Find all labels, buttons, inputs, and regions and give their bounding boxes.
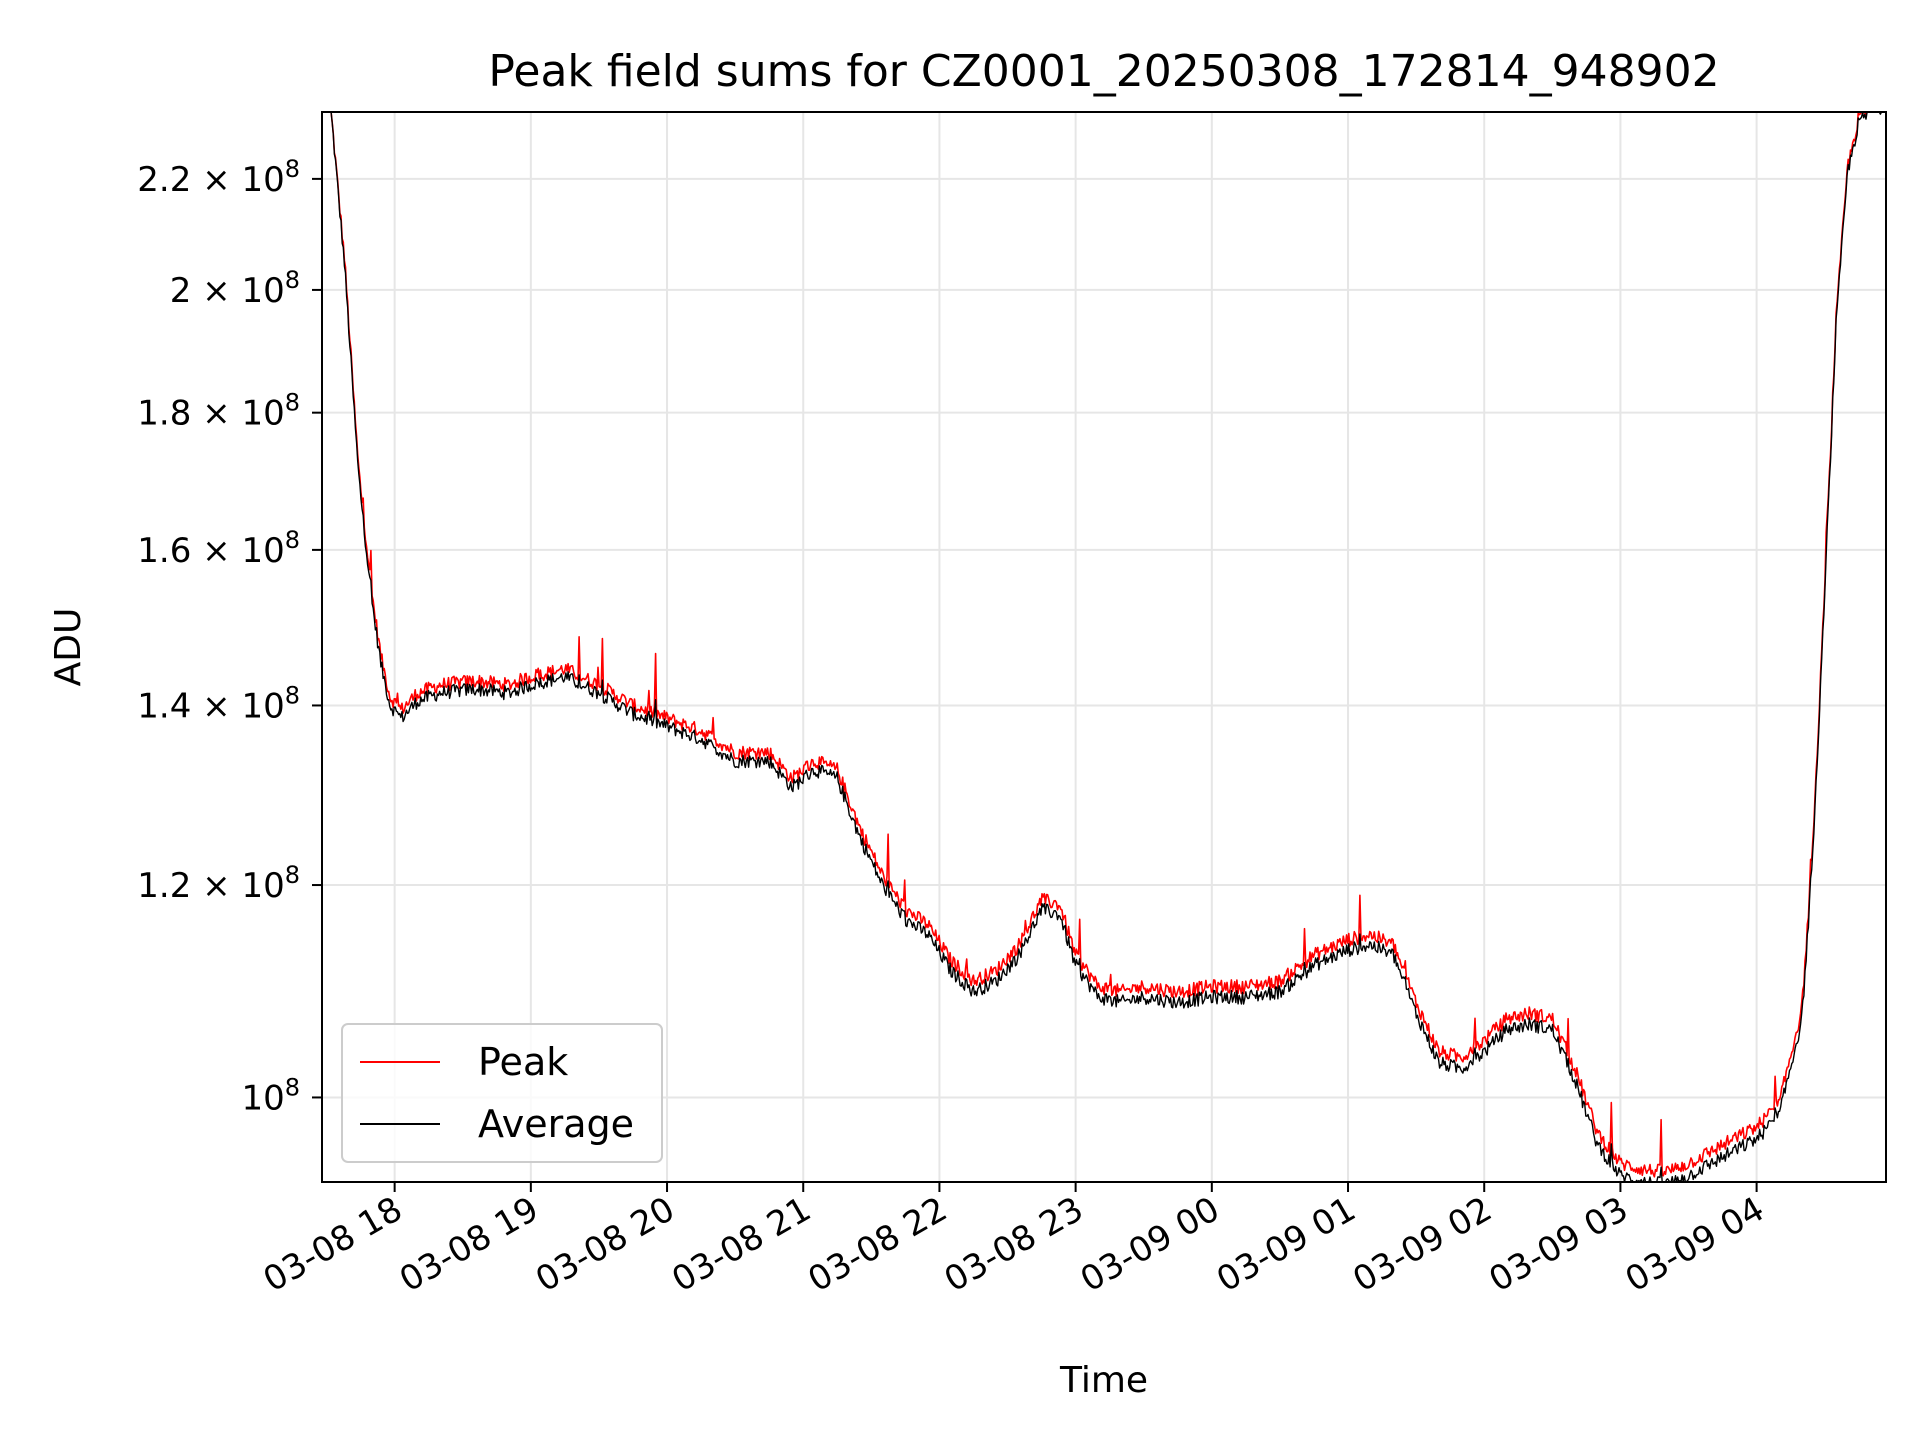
y-tick-label: 2.2 × 108	[137, 155, 300, 200]
grid	[322, 112, 1886, 1182]
y-tick-label: 108	[241, 1073, 300, 1118]
y-axis-title: ADU	[48, 608, 89, 687]
legend-box	[341, 1023, 663, 1163]
plot-series	[330, 111, 1883, 1183]
x-axis-title: Time	[1059, 1360, 1148, 1401]
y-tick-label: 1.4 × 108	[137, 681, 300, 726]
y-tick-label: 1.8 × 108	[137, 389, 300, 434]
plot-frame	[321, 111, 1887, 1183]
y-axis-ticks: 108 1.2 × 108 1.4 × 108 1.6 × 108 1.8 × 108 2…	[137, 155, 322, 1118]
legend: Peak Average	[341, 1023, 663, 1163]
legend-label-average: Average	[478, 1102, 634, 1146]
series-line-average	[330, 111, 1883, 1183]
series-line-peak	[330, 111, 1882, 1178]
chart-title: Peak field sums for CZ0001_20250308_1728…	[488, 46, 1719, 97]
legend-label-peak: Peak	[478, 1040, 568, 1084]
y-tick-label: 2 × 108	[170, 266, 300, 311]
y-tick-label: 1.6 × 108	[137, 526, 300, 571]
y-tick-label: 1.2 × 108	[137, 861, 300, 906]
